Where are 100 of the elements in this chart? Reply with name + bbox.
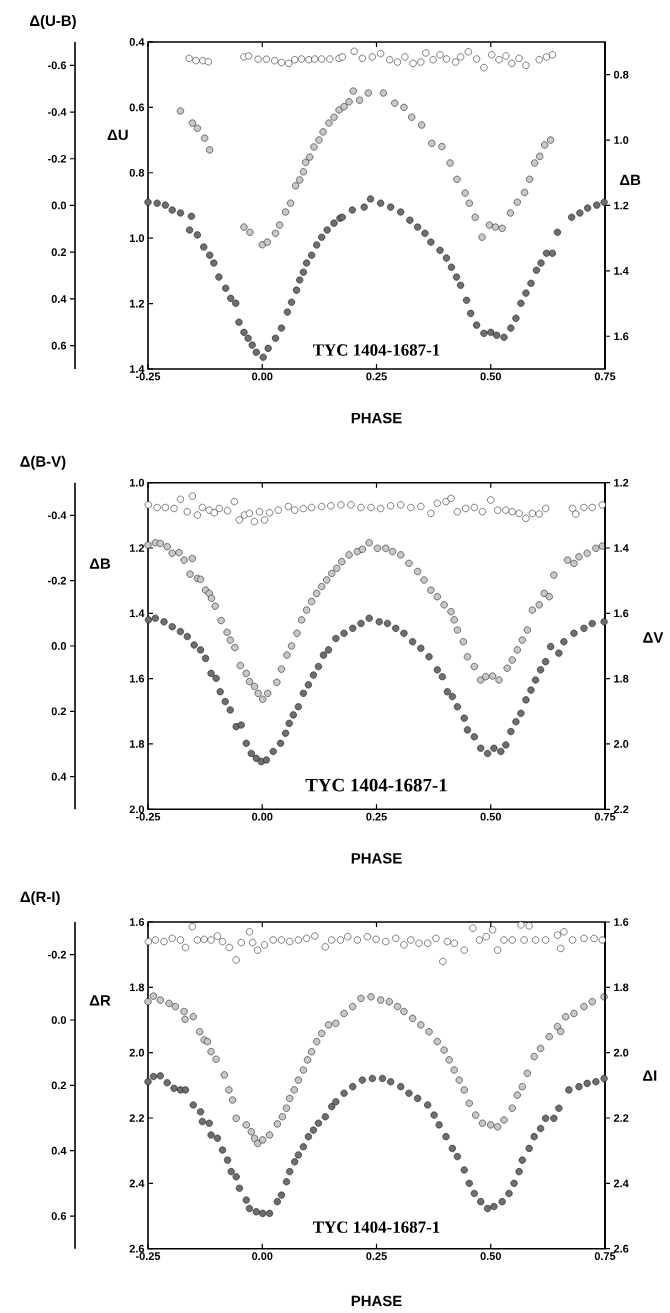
point bbox=[542, 504, 550, 513]
y2-tick-label: 1.2 bbox=[614, 201, 629, 210]
point bbox=[255, 508, 264, 516]
point bbox=[345, 98, 353, 106]
point bbox=[488, 51, 496, 59]
y3-tick-label: 0.6 bbox=[51, 341, 67, 350]
y2-axis-title: ΔB bbox=[619, 174, 641, 186]
point bbox=[464, 48, 472, 56]
y2-tick-label: 2.6 bbox=[613, 1244, 629, 1253]
y-tick-label: 0.4 bbox=[129, 38, 145, 46]
annotation: TYC 1404-1687-1 bbox=[313, 344, 440, 356]
point bbox=[299, 168, 307, 176]
point bbox=[254, 55, 262, 63]
point bbox=[349, 87, 357, 95]
point bbox=[522, 514, 530, 522]
x-tick-label: 0.75 bbox=[594, 1252, 616, 1260]
point bbox=[282, 208, 290, 216]
y2-tick-label: 1.2 bbox=[614, 478, 629, 487]
point bbox=[318, 55, 326, 63]
y-tick-label: 1.2 bbox=[129, 544, 145, 552]
point bbox=[417, 58, 425, 66]
y-tick-label: 2.4 bbox=[129, 1179, 145, 1188]
point bbox=[515, 54, 523, 62]
y-tick-label: 1.4 bbox=[129, 365, 145, 373]
point bbox=[201, 134, 209, 142]
point bbox=[276, 221, 284, 229]
point bbox=[298, 55, 306, 63]
point bbox=[417, 502, 425, 511]
point bbox=[193, 511, 201, 519]
point bbox=[299, 504, 307, 513]
point bbox=[271, 229, 280, 237]
point bbox=[515, 509, 523, 517]
y3-tick-label: -0.2 bbox=[48, 576, 67, 585]
point bbox=[245, 509, 254, 517]
point bbox=[215, 504, 223, 513]
point bbox=[240, 223, 248, 231]
point bbox=[427, 509, 435, 517]
point bbox=[305, 56, 313, 64]
point bbox=[433, 499, 441, 507]
point bbox=[192, 57, 200, 65]
y-tick-label: 1.4 bbox=[129, 609, 145, 618]
point bbox=[393, 58, 402, 66]
point bbox=[387, 502, 395, 510]
point bbox=[310, 143, 318, 151]
x-tick-label: 0.75 bbox=[594, 372, 616, 381]
point bbox=[598, 501, 606, 509]
point bbox=[262, 55, 270, 63]
y3-axis-title: Δ(U-B) bbox=[29, 15, 76, 29]
point bbox=[502, 506, 510, 514]
y3-tick-label: -0.2 bbox=[48, 154, 67, 163]
point bbox=[285, 59, 293, 67]
y3-axis-title: Δ(R-I) bbox=[20, 891, 60, 906]
point bbox=[536, 152, 544, 160]
point bbox=[478, 233, 486, 241]
point bbox=[391, 99, 399, 107]
point bbox=[528, 509, 536, 517]
y3-tick-label: -0.6 bbox=[48, 61, 67, 70]
point bbox=[428, 139, 436, 147]
point bbox=[250, 518, 259, 526]
point bbox=[284, 502, 292, 511]
y-tick-label: 2.0 bbox=[129, 1048, 145, 1057]
point bbox=[446, 159, 454, 167]
point bbox=[495, 56, 503, 64]
point bbox=[356, 96, 364, 104]
point bbox=[185, 54, 193, 62]
y3-tick-label: 0.2 bbox=[51, 1081, 67, 1090]
y2-tick-label: 1.6 bbox=[614, 609, 629, 618]
point bbox=[291, 506, 299, 514]
point bbox=[364, 89, 372, 97]
y3-tick-label: 0.0 bbox=[51, 201, 67, 210]
point bbox=[442, 55, 450, 63]
point bbox=[521, 188, 529, 196]
y2-axis-title: ΔV bbox=[643, 632, 664, 643]
y-tick-label: 0.6 bbox=[129, 103, 145, 112]
point bbox=[457, 53, 465, 61]
y2-tick-label: 0.8 bbox=[613, 70, 629, 79]
y-tick-label: 0.8 bbox=[129, 168, 145, 177]
point bbox=[193, 124, 201, 132]
point bbox=[572, 510, 580, 518]
point bbox=[580, 503, 588, 512]
y2-tick-label: 1.6 bbox=[614, 332, 629, 341]
x-tick-label: 0.50 bbox=[480, 1252, 501, 1260]
point bbox=[386, 56, 394, 64]
y2-tick-label: 1.4 bbox=[614, 544, 629, 552]
y3-tick-label: 0.0 bbox=[51, 1016, 67, 1024]
point bbox=[377, 50, 385, 58]
y3-tick-label: -0.2 bbox=[48, 950, 67, 959]
point bbox=[418, 121, 426, 129]
point bbox=[357, 503, 365, 512]
point bbox=[260, 516, 269, 524]
point bbox=[277, 58, 285, 67]
point bbox=[274, 506, 282, 514]
y-tick-label: 2.2 bbox=[129, 1114, 145, 1122]
x-axis-title: PHASE bbox=[351, 852, 402, 864]
point bbox=[522, 61, 530, 69]
point bbox=[429, 56, 437, 64]
point bbox=[409, 59, 417, 67]
y3-tick-label: 0.2 bbox=[51, 248, 67, 257]
point bbox=[292, 182, 300, 190]
point bbox=[485, 221, 493, 229]
